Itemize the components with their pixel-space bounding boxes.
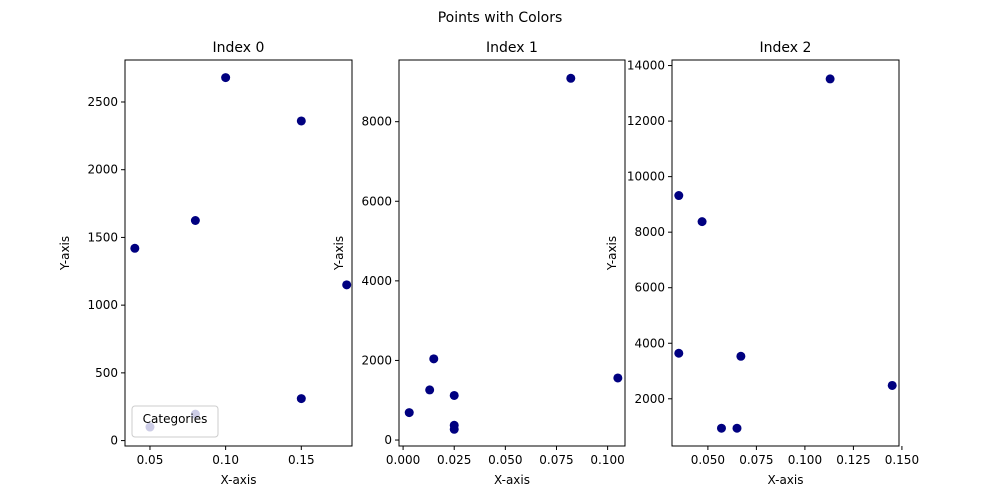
y-tick-label: 6000 bbox=[634, 281, 665, 295]
data-point bbox=[130, 243, 140, 253]
plot-frame bbox=[398, 59, 626, 447]
x-tick-label: 0.150 bbox=[885, 453, 919, 467]
y-axis-label: Y-axis bbox=[58, 236, 72, 271]
data-point bbox=[221, 73, 231, 83]
x-tick-label: 0.075 bbox=[539, 453, 573, 467]
data-point bbox=[425, 385, 435, 395]
y-axis-label: Y-axis bbox=[605, 236, 619, 271]
data-point bbox=[887, 380, 897, 390]
data-point bbox=[449, 424, 459, 434]
y-tick-label: 8000 bbox=[634, 225, 665, 239]
x-tick-label: 0.10 bbox=[212, 453, 239, 467]
data-point bbox=[674, 348, 684, 358]
y-tick-label: 500 bbox=[95, 366, 118, 380]
data-point bbox=[296, 394, 306, 404]
data-point bbox=[825, 74, 835, 84]
y-tick-label: 2000 bbox=[87, 163, 118, 177]
x-tick-label: 0.15 bbox=[288, 453, 315, 467]
x-axis-label: X-axis bbox=[494, 473, 530, 487]
y-tick-label: 10000 bbox=[627, 170, 665, 184]
x-tick-label: 0.100 bbox=[590, 453, 624, 467]
x-tick-label: 0.050 bbox=[488, 453, 522, 467]
y-tick-label: 1500 bbox=[87, 230, 118, 244]
subplot-title: Index 0 bbox=[213, 40, 265, 56]
y-axis-label: Y-axis bbox=[332, 236, 346, 271]
x-tick-label: 0.000 bbox=[386, 453, 420, 467]
subplot-1: Index 1 0.000 0.025 0.050 0.075 0.100 0 2000 400… bbox=[332, 40, 626, 487]
plot-frame bbox=[671, 59, 900, 447]
y-tick-label: 1000 bbox=[87, 298, 118, 312]
data-point bbox=[674, 191, 684, 201]
data-point bbox=[613, 373, 623, 383]
figure-title: Points with Colors bbox=[438, 10, 563, 26]
y-tick-label: 14000 bbox=[627, 59, 665, 73]
y-tick-label: 4000 bbox=[634, 336, 665, 350]
subplot-2: Index 2 0.050 0.075 0.100 0.125 0.150 2000 4000… bbox=[605, 40, 919, 487]
y-tick-label: 0 bbox=[384, 433, 392, 447]
x-tick-label: 0.075 bbox=[739, 453, 773, 467]
x-tick-label: 0.050 bbox=[691, 453, 725, 467]
y-tick-label: 12000 bbox=[627, 114, 665, 128]
y-tick-label: 8000 bbox=[361, 115, 392, 129]
data-point bbox=[342, 280, 352, 290]
data-point bbox=[566, 73, 576, 83]
y-tick-label: 2500 bbox=[87, 95, 118, 109]
data-point bbox=[697, 217, 707, 227]
data-point bbox=[732, 423, 742, 433]
data-point bbox=[736, 351, 746, 361]
data-point bbox=[449, 390, 459, 400]
x-axis-label: X-axis bbox=[221, 473, 257, 487]
subplot-0: Index 0 0.05 0.10 0.15 0 500 1000 1500 2000 2500 X… bbox=[58, 40, 353, 487]
y-tick-label: 2000 bbox=[634, 392, 665, 406]
subplot-title: Index 2 bbox=[760, 40, 812, 56]
x-tick-label: 0.05 bbox=[137, 453, 164, 467]
legend-box bbox=[131, 405, 219, 438]
x-tick-label: 0.100 bbox=[788, 453, 822, 467]
data-point bbox=[404, 408, 414, 418]
legend-title: Categories bbox=[143, 412, 208, 426]
x-axis-label: X-axis bbox=[768, 473, 804, 487]
data-point bbox=[716, 423, 726, 433]
data-point bbox=[429, 354, 439, 364]
plot-frame bbox=[124, 59, 353, 447]
data-point bbox=[296, 116, 306, 126]
subplot-title: Index 1 bbox=[486, 40, 538, 56]
y-tick-label: 4000 bbox=[361, 274, 392, 288]
y-tick-label: 0 bbox=[110, 434, 118, 448]
legend: Categories bbox=[131, 405, 219, 438]
x-tick-label: 0.025 bbox=[437, 453, 471, 467]
x-tick-label: 0.125 bbox=[836, 453, 870, 467]
y-tick-label: 6000 bbox=[361, 194, 392, 208]
y-tick-label: 2000 bbox=[361, 353, 392, 367]
data-point bbox=[190, 215, 200, 225]
